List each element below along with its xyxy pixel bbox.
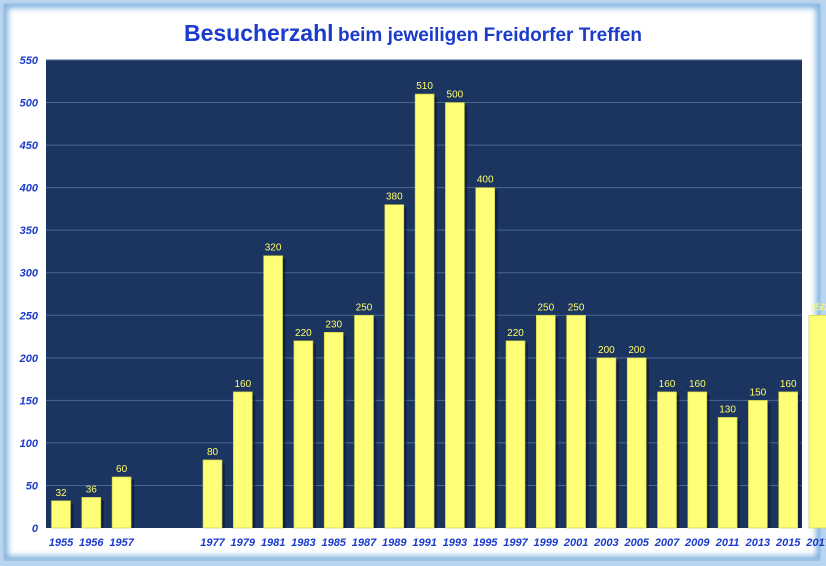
y-tick-label: 300 (20, 268, 39, 280)
bar (354, 314, 374, 529)
data-label: 160 (234, 379, 251, 390)
x-tick-label: 2001 (563, 537, 588, 549)
bar (323, 331, 344, 529)
data-label: 60 (116, 464, 128, 475)
x-tick-label: 1985 (321, 537, 346, 549)
bars (51, 93, 826, 529)
bar (263, 255, 283, 529)
x-tick-label: 1955 (49, 537, 74, 549)
bar (445, 102, 465, 529)
bar (233, 391, 253, 529)
x-tick-label: 2003 (593, 537, 618, 549)
data-label: 250 (568, 302, 585, 313)
data-label: 230 (325, 319, 342, 330)
x-tick-label: 2007 (654, 537, 680, 549)
data-label: 220 (295, 328, 312, 339)
bar (657, 391, 677, 529)
x-axis: 1955 1956 1957 1977 1979 1981 1983 1985 1987 1989… (49, 537, 826, 549)
x-tick-label: 1957 (109, 537, 134, 549)
x-tick-label: 1991 (412, 537, 436, 549)
y-tick-label: 500 (20, 98, 39, 110)
bar (626, 357, 647, 529)
y-tick-label: 0 (32, 523, 39, 535)
y-tick-label: 400 (19, 183, 39, 195)
data-label: 220 (507, 328, 524, 339)
bar (202, 459, 223, 529)
bar (717, 417, 738, 529)
data-label: 130 (719, 404, 736, 415)
data-label: 250 (356, 302, 373, 313)
x-tick-label: 1993 (443, 537, 467, 549)
data-label: 320 (265, 243, 282, 254)
data-label: 160 (689, 379, 706, 390)
bar (111, 476, 132, 529)
data-label: 36 (86, 484, 98, 495)
x-tick-label: 1999 (534, 537, 559, 549)
x-tick-label: 2017 (805, 537, 826, 549)
chart-title: Besucherzahl beim jeweiligen Freidorfer … (0, 20, 826, 47)
bar (81, 497, 102, 529)
data-label: 32 (55, 488, 67, 499)
bar (808, 314, 826, 529)
y-tick-label: 450 (19, 140, 39, 152)
y-tick-label: 250 (19, 310, 39, 322)
chart-title-main: Besucherzahl (183, 20, 334, 46)
x-tick-label: 1979 (231, 537, 256, 549)
bar (687, 391, 708, 529)
x-tick-label: 2005 (623, 537, 649, 549)
data-label: 380 (386, 192, 403, 203)
y-axis: 0 50 100 150 200 250 300 350 400 450 500 550 (19, 55, 39, 535)
x-tick-label: 1989 (382, 537, 407, 549)
data-label: 510 (416, 81, 433, 92)
bar (596, 357, 617, 529)
data-label: 400 (477, 175, 494, 186)
x-tick-label: 1997 (503, 537, 528, 549)
x-tick-label: 1987 (352, 537, 377, 549)
x-tick-label: 2013 (745, 537, 770, 549)
data-label: 200 (598, 345, 615, 356)
y-tick-label: 550 (20, 55, 39, 67)
y-tick-label: 150 (20, 395, 39, 407)
bar (293, 340, 314, 529)
bar (414, 93, 435, 529)
y-tick-label: 200 (19, 353, 39, 365)
y-tick-label: 50 (26, 480, 39, 492)
chart-title-rest: beim jeweiligen Freidorfer Treffen (337, 25, 643, 46)
bar (505, 340, 526, 529)
data-label: 200 (628, 345, 645, 356)
bar (475, 187, 496, 529)
y-tick-label: 100 (20, 438, 39, 450)
data-labels: 32 36 60 80 160 320 220 230 250 380 510 500 400 220 25… (55, 81, 826, 499)
x-tick-label: 2009 (684, 537, 710, 549)
data-label: 80 (207, 447, 219, 458)
y-tick-label: 350 (20, 225, 39, 237)
bar (535, 314, 556, 529)
x-tick-label: 2015 (775, 537, 801, 549)
data-label: 160 (659, 379, 676, 390)
data-label: 250 (810, 302, 826, 313)
data-label: 500 (447, 90, 464, 101)
bar (748, 400, 768, 529)
bar (51, 500, 71, 529)
data-label: 250 (537, 302, 554, 313)
x-tick-label: 1995 (473, 537, 498, 549)
bar (566, 314, 586, 529)
x-tick-label: 1983 (291, 537, 315, 549)
data-label: 150 (750, 387, 767, 398)
data-label: 160 (780, 379, 797, 390)
bar (384, 204, 405, 529)
x-tick-label: 1977 (200, 537, 225, 549)
x-tick-label: 1956 (79, 537, 104, 549)
x-tick-label: 1981 (261, 537, 285, 549)
x-tick-label: 2011 (715, 537, 740, 549)
bar (778, 391, 799, 529)
